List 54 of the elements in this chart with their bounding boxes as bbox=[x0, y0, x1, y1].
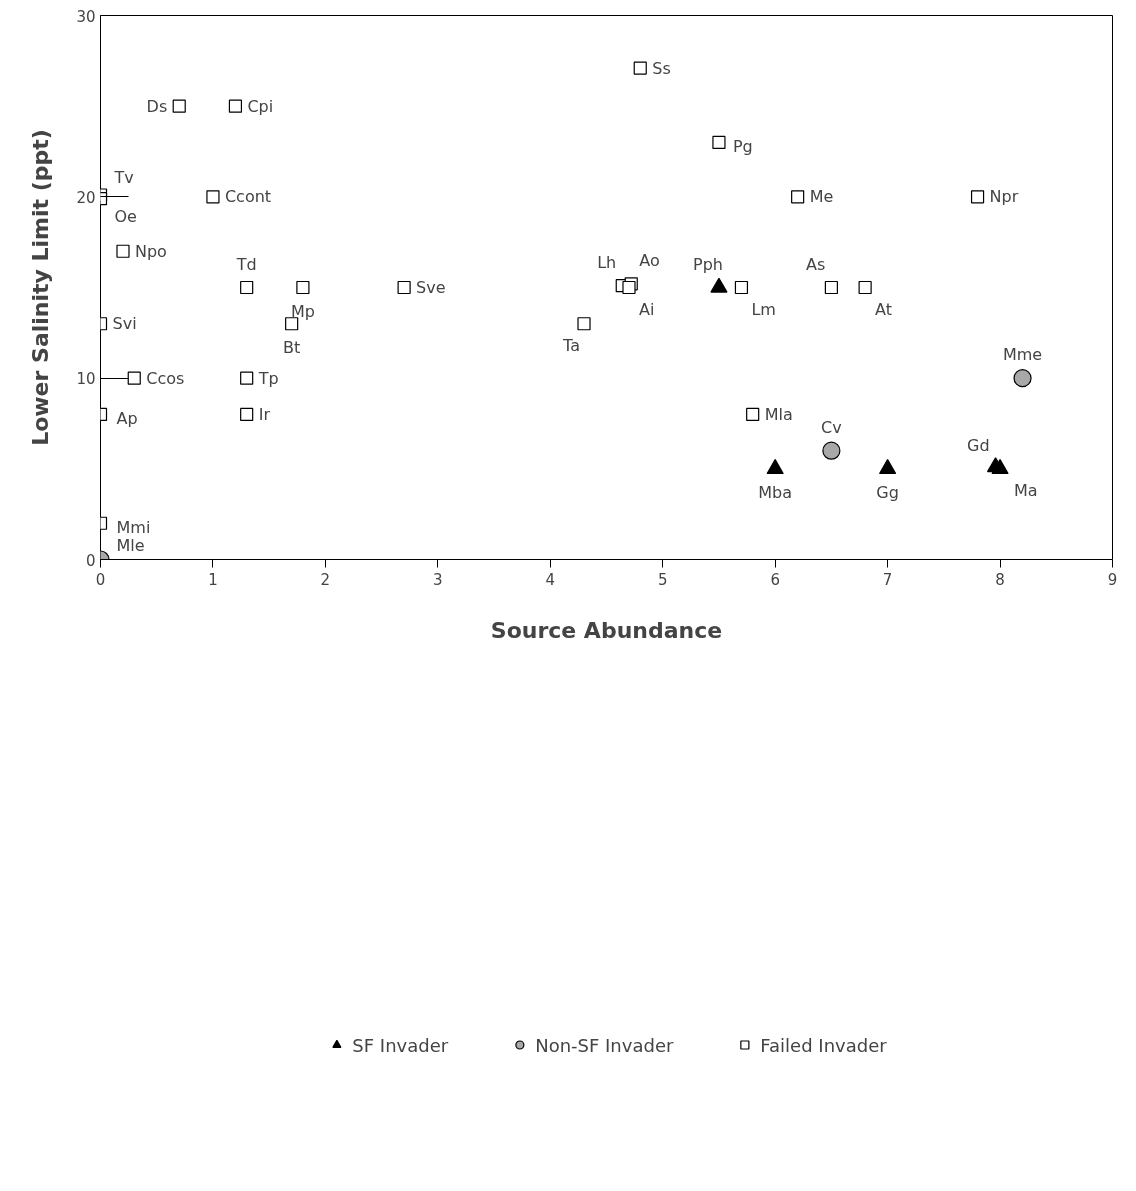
annotation: Gg bbox=[876, 482, 899, 502]
x-tick-label: 3 bbox=[433, 570, 443, 589]
legend-label: Failed Invader bbox=[760, 1034, 887, 1056]
annotation: Ccont bbox=[224, 187, 272, 207]
annotation: Ss bbox=[652, 58, 671, 78]
y-tick-label: 20 bbox=[76, 188, 96, 207]
annotation: Mle bbox=[116, 536, 145, 555]
annotation: Pph bbox=[693, 254, 723, 274]
y-tick-label: 30 bbox=[76, 7, 96, 26]
annotation: Ap bbox=[116, 408, 138, 428]
legend-label: Non-SF Invader bbox=[535, 1034, 674, 1056]
x-tick-label: 4 bbox=[545, 570, 556, 589]
annotation: Svi bbox=[112, 314, 137, 334]
annotation: Oe bbox=[114, 207, 137, 227]
annotation: Bt bbox=[283, 337, 301, 357]
annotation: Tp bbox=[257, 368, 279, 388]
annotation: Pg bbox=[732, 136, 753, 156]
annotation: Lh bbox=[597, 252, 617, 272]
annotation: Ccos bbox=[146, 368, 185, 388]
annotation: Cpi bbox=[247, 96, 274, 116]
annotation: Gd bbox=[967, 436, 990, 456]
annotation: As bbox=[806, 254, 826, 274]
x-tick-label: 6 bbox=[770, 570, 780, 589]
annotation: Ds bbox=[146, 96, 168, 116]
annotation: Lm bbox=[751, 299, 776, 319]
x-tick-label: 9 bbox=[1107, 570, 1118, 589]
annotation: Mba bbox=[758, 482, 793, 502]
y-tick-label: 0 bbox=[85, 551, 96, 570]
annotation: Mp bbox=[290, 301, 315, 321]
annotation: Ma bbox=[1014, 480, 1038, 500]
annotation: Tv bbox=[113, 167, 134, 187]
annotation: Td bbox=[235, 254, 257, 274]
x-tick-label: 1 bbox=[208, 570, 218, 589]
x-tick-label: 2 bbox=[320, 570, 331, 589]
annotation: Npr bbox=[989, 187, 1019, 207]
annotation: At bbox=[875, 299, 893, 319]
y-tick-label: 10 bbox=[76, 370, 96, 389]
annotation: Mme bbox=[1002, 345, 1043, 365]
annotation: Me bbox=[809, 187, 834, 207]
legend-label: SF Invader bbox=[352, 1034, 449, 1056]
annotation: Ai bbox=[638, 299, 655, 319]
annotation: Npo bbox=[134, 241, 167, 261]
annotation: Ir bbox=[258, 404, 271, 424]
annotation: Sve bbox=[416, 278, 446, 297]
annotation: Mla bbox=[764, 404, 793, 424]
x-axis-title: Source Abundance bbox=[490, 617, 723, 643]
annotation: Mmi bbox=[116, 517, 151, 537]
x-tick-label: 5 bbox=[657, 570, 668, 589]
y-axis-title: Lower Salinity Limit (ppt) bbox=[28, 129, 54, 446]
annotation: Ao bbox=[639, 250, 660, 270]
annotation: Cv bbox=[821, 417, 842, 437]
annotation: Ta bbox=[562, 335, 581, 355]
x-tick-label: 8 bbox=[995, 570, 1005, 589]
x-tick-label: 7 bbox=[882, 570, 893, 589]
